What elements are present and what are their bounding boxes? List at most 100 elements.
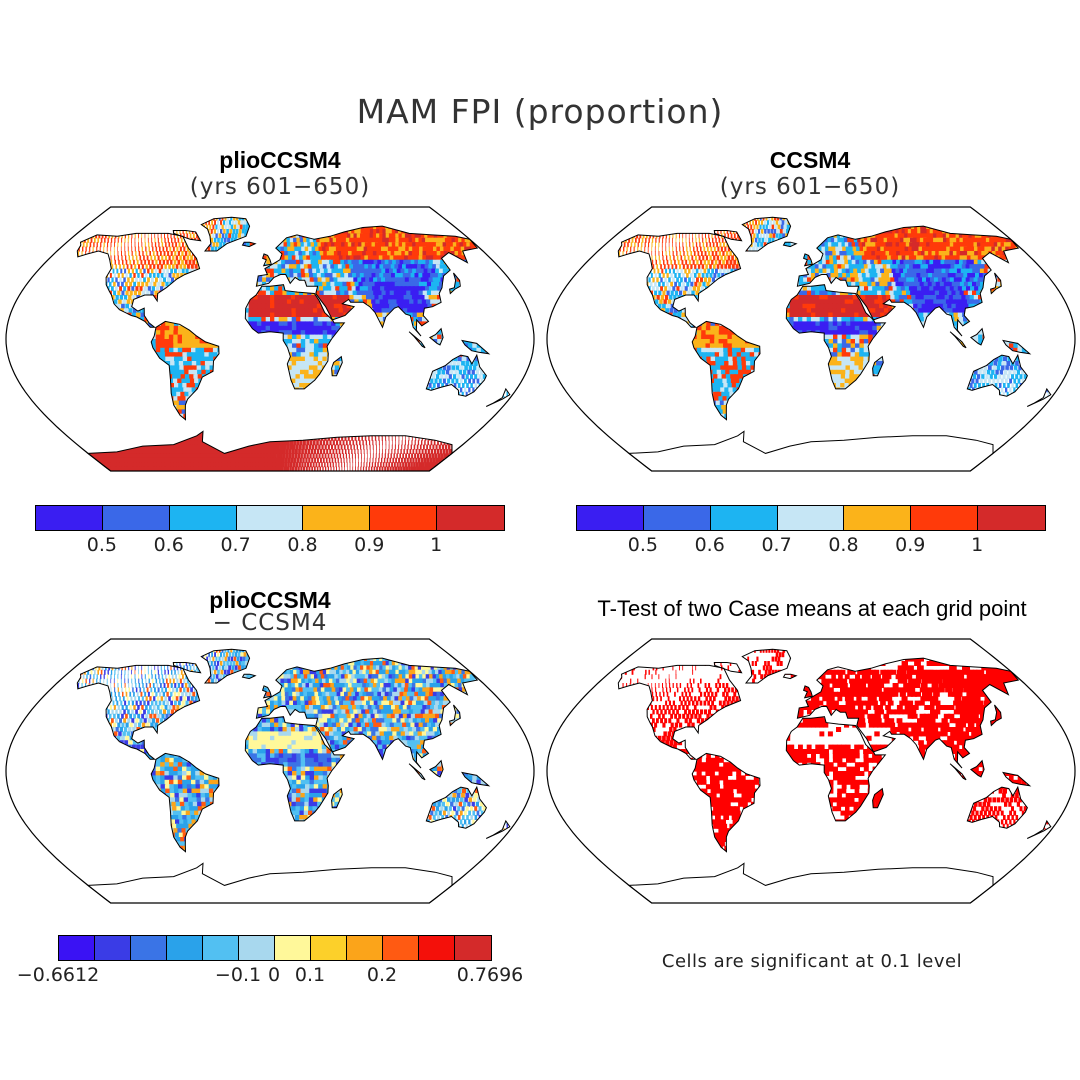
coastline-borneo (428, 327, 444, 346)
panel-4-map (546, 638, 1076, 904)
coastline-newzealand (485, 819, 511, 839)
coastline-newguinea (1002, 339, 1032, 355)
colorbar-swatch (238, 936, 275, 960)
coastline-australia (966, 785, 1028, 829)
coastline-namerica (617, 664, 742, 760)
coastline-madagascar (872, 355, 884, 377)
panel-2-title: CCSM4 (650, 147, 970, 174)
colorbar-tick-label: 0 (268, 964, 280, 986)
map-boundary (5, 638, 535, 904)
coastline-japan (990, 704, 1002, 727)
panel-1-title: plioCCSM4 (120, 147, 440, 174)
colorbar-tick-label: 1 (971, 534, 983, 556)
coastline-eurasia (255, 657, 479, 769)
coastline-borneo (969, 759, 985, 778)
coastline-newzealand (1026, 819, 1052, 839)
coastline-borneo (428, 759, 444, 778)
coastline-antarctica (86, 862, 453, 904)
map-boundary (5, 206, 535, 472)
coastline-africa (244, 284, 346, 390)
coastline-greenland (741, 648, 792, 684)
colorbar-tick-label: 0.2 (367, 964, 397, 986)
colorbar-tick-label: 1 (430, 534, 442, 556)
panel-4-title: T-Test of two Case means at each grid po… (548, 596, 1076, 622)
map-boundary (546, 206, 1076, 472)
colorbar-swatch (911, 506, 979, 530)
colorbar-tick-label: −0.1 (215, 964, 261, 986)
coastline-africa (785, 716, 887, 822)
colorbar-tick-label: 0.6 (154, 534, 184, 556)
coastline-baffin (172, 662, 202, 674)
coastline-greenland (741, 216, 792, 252)
colorbar-swatch (978, 506, 1045, 530)
coastline-uk (802, 685, 813, 699)
colorbar-swatch (310, 936, 347, 960)
coastline-eurasia (796, 657, 1020, 769)
colorbar-swatch (59, 936, 95, 960)
colorbar-swatch (102, 506, 170, 530)
coastline-newguinea (461, 771, 491, 787)
colorbar-swatch (382, 936, 419, 960)
coastline-uk (802, 253, 813, 267)
coastline-iceland (241, 241, 257, 248)
panel-3-colorbar (58, 935, 492, 961)
colorbar-swatch (454, 936, 491, 960)
colorbar-tick-label: 0.5 (87, 534, 117, 556)
coastline-iceland (241, 673, 257, 680)
coastline-australia (966, 353, 1028, 397)
coastline-sumatra (949, 763, 967, 781)
colorbar-tick-label: 0.7696 (457, 964, 523, 986)
coastline-australia (425, 785, 487, 829)
coastline-eurasia (796, 225, 1020, 337)
coastline-japan (990, 272, 1002, 295)
colorbar-swatch (94, 936, 131, 960)
colorbar-swatch (236, 506, 304, 530)
coastline-antarctica (627, 430, 994, 472)
colorbar-swatch (844, 506, 912, 530)
coastline-antarctica (86, 430, 453, 472)
coastline-africa (785, 284, 887, 390)
colorbar-swatch (437, 506, 504, 530)
coastline-iceland (782, 673, 798, 680)
colorbar-tick-label: 0.5 (628, 534, 658, 556)
colorbar-tick-label: 0.7 (220, 534, 250, 556)
coastline-uk (261, 253, 272, 267)
panel-3-map (5, 638, 535, 904)
colorbar-swatch (370, 506, 438, 530)
map-field (618, 649, 1051, 864)
colorbar-swatch (643, 506, 711, 530)
coastline-samerica (691, 752, 761, 853)
coastline-uk (261, 685, 272, 699)
colorbar-swatch (274, 936, 311, 960)
coastline-newzealand (1026, 387, 1052, 407)
coastline-iceland (782, 241, 798, 248)
coastline-samerica (691, 320, 761, 421)
panel-1-colorbar (35, 505, 505, 531)
map-field (618, 217, 1051, 432)
coastline-samerica (150, 320, 220, 421)
panel-1-map (5, 206, 535, 472)
colorbar-tick-label: 0.1 (295, 964, 325, 986)
coastline-newzealand (485, 387, 511, 407)
coastline-antarctica (627, 862, 994, 904)
coastline-borneo (969, 327, 985, 346)
colorbar-swatch (577, 506, 644, 530)
colorbar-swatch (169, 506, 237, 530)
coastline-africa (244, 716, 346, 822)
colorbar-tick-label: 0.9 (895, 534, 925, 556)
map-field (77, 649, 510, 864)
colorbar-swatch (777, 506, 845, 530)
panel-3-subtitle: − CCSM4 (110, 610, 430, 636)
map-boundary (546, 638, 1076, 904)
coastline-namerica (76, 232, 201, 328)
panel-4-note: Cells are significant at 0.1 level (548, 951, 1076, 972)
colorbar-swatch (36, 506, 103, 530)
panel-2-map (546, 206, 1076, 472)
colorbar-swatch (418, 936, 455, 960)
coastline-sumatra (408, 763, 426, 781)
panel-2-colorbar (576, 505, 1046, 531)
coastline-australia (425, 353, 487, 397)
coastline-japan (449, 272, 461, 295)
coastline-madagascar (331, 787, 343, 809)
coastline-baffin (713, 230, 743, 242)
